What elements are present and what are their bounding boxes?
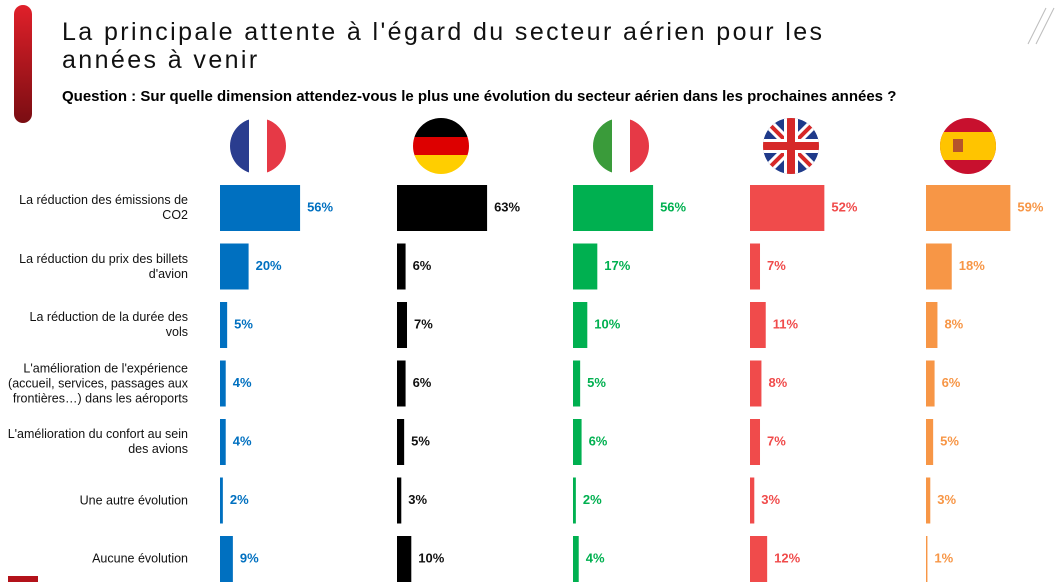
value-label: 10% xyxy=(418,550,444,565)
value-label: 5% xyxy=(411,433,430,448)
bar xyxy=(220,243,249,290)
bar xyxy=(750,243,761,290)
bar xyxy=(397,477,402,524)
flag-italy xyxy=(593,118,649,174)
bar xyxy=(573,360,581,407)
bar xyxy=(397,360,406,407)
value-label: 6% xyxy=(413,375,432,390)
value-label: 59% xyxy=(1017,199,1043,214)
value-label: 5% xyxy=(587,375,606,390)
value-label: 9% xyxy=(240,550,259,565)
bar xyxy=(926,185,1011,231)
value-label: 18% xyxy=(959,258,985,273)
bar xyxy=(220,360,226,407)
value-label: 6% xyxy=(942,375,961,390)
bar xyxy=(397,185,488,231)
bar xyxy=(573,536,579,582)
bar xyxy=(397,419,405,465)
value-label: 8% xyxy=(768,375,787,390)
value-label: 6% xyxy=(589,433,608,448)
bar xyxy=(750,360,762,407)
value-label: 20% xyxy=(256,258,282,273)
bar xyxy=(573,302,588,348)
bar xyxy=(926,419,934,465)
decor-lines xyxy=(1027,7,1055,45)
flag-uk xyxy=(763,118,819,174)
bar xyxy=(750,536,768,582)
bar xyxy=(220,302,228,348)
value-label: 3% xyxy=(761,492,780,507)
value-label: 1% xyxy=(934,550,953,565)
bar xyxy=(573,419,582,465)
bar xyxy=(573,185,654,231)
category-label: L'amélioration du confort au sein des av… xyxy=(7,427,188,456)
flag-france xyxy=(230,118,286,174)
bar xyxy=(220,419,226,465)
bar xyxy=(926,243,952,290)
bar xyxy=(750,419,761,465)
value-label: 63% xyxy=(494,199,520,214)
value-label: 11% xyxy=(773,316,799,331)
bar xyxy=(397,302,408,348)
accent-bar xyxy=(14,5,32,123)
bar xyxy=(926,536,928,582)
bar xyxy=(397,243,406,290)
bar xyxy=(220,477,223,524)
category-label: La réduction de la durée des vols xyxy=(29,310,188,339)
value-label: 56% xyxy=(660,199,686,214)
value-label: 3% xyxy=(937,492,956,507)
value-label: 7% xyxy=(767,258,786,273)
value-label: 5% xyxy=(234,316,253,331)
bar xyxy=(397,536,412,582)
value-label: 10% xyxy=(594,316,620,331)
bar xyxy=(573,243,598,290)
bar xyxy=(750,302,766,348)
bar xyxy=(573,477,576,524)
flag-germany xyxy=(413,118,469,174)
value-label: 2% xyxy=(583,492,602,507)
value-label: 56% xyxy=(307,199,333,214)
chart-subtitle: Question : Sur quelle dimension attendez… xyxy=(62,88,897,105)
bar xyxy=(220,185,301,231)
chart-title: La principale attente à l'égard du secte… xyxy=(62,18,825,74)
category-label: L'amélioration de l'expérience (accueil,… xyxy=(8,361,188,405)
bar xyxy=(220,536,233,582)
value-label: 8% xyxy=(944,316,963,331)
category-label: Une autre évolution xyxy=(79,493,188,507)
category-label: La réduction des émissions de CO2 xyxy=(19,193,188,222)
footer-mark xyxy=(8,576,38,582)
flag-spain xyxy=(940,118,996,174)
category-label: Aucune évolution xyxy=(92,551,188,566)
value-label: 6% xyxy=(413,258,432,273)
value-label: 4% xyxy=(233,433,252,448)
value-label: 7% xyxy=(414,316,433,331)
value-label: 4% xyxy=(233,375,252,390)
bar xyxy=(926,477,931,524)
value-label: 5% xyxy=(940,433,959,448)
value-label: 7% xyxy=(767,433,786,448)
value-label: 12% xyxy=(774,550,800,565)
value-label: 3% xyxy=(408,492,427,507)
bar xyxy=(926,360,935,407)
value-label: 4% xyxy=(586,550,605,565)
bar xyxy=(750,477,755,524)
bar xyxy=(926,302,938,348)
value-label: 52% xyxy=(831,199,857,214)
value-label: 17% xyxy=(604,258,630,273)
category-label: La réduction du prix des billets d'avion xyxy=(19,251,188,281)
bar xyxy=(750,185,825,231)
value-label: 2% xyxy=(230,492,249,507)
